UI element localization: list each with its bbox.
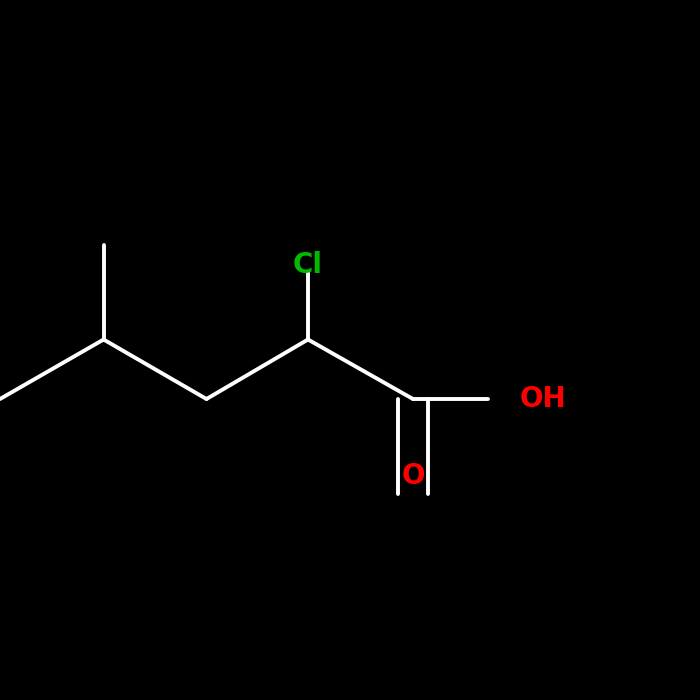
Text: OH: OH bbox=[520, 385, 567, 413]
Text: Cl: Cl bbox=[293, 251, 323, 279]
Text: O: O bbox=[401, 462, 425, 490]
